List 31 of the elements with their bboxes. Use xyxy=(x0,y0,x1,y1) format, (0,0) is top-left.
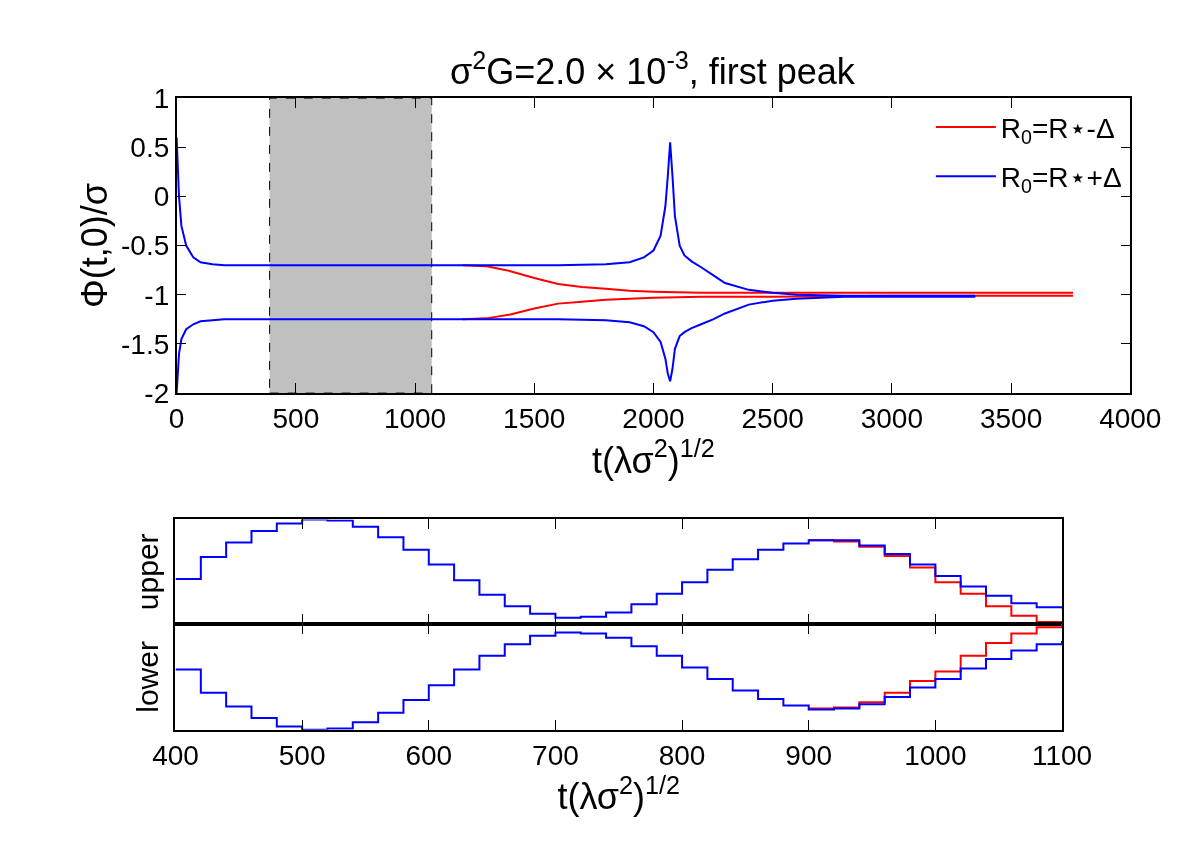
y-tick-label: 1 xyxy=(153,82,170,114)
x-tick-label: 1100 xyxy=(1031,740,1093,772)
x-tick-label: 500 xyxy=(278,740,326,772)
x-tick-label: 1000 xyxy=(383,403,447,435)
x-tick-label: 900 xyxy=(785,740,833,772)
y-tick-label: -0.5 xyxy=(121,230,170,262)
x-tick-label: 1500 xyxy=(503,403,566,435)
x-tick-label: 800 xyxy=(658,740,706,772)
y-axis-title: lower xyxy=(131,641,165,713)
y-tick-label: -1 xyxy=(144,279,170,311)
y-axis-title: Φ(t,0)/σ xyxy=(74,183,116,309)
x-tick-label: 600 xyxy=(405,740,453,772)
y-tick-label: 0 xyxy=(153,181,170,213)
legend-label: R$_{0}$=R⋆+Δ xyxy=(1000,162,1122,198)
y-axis-title: upper xyxy=(131,533,165,611)
legend-label: R$_{0}$=R⋆-Δ xyxy=(1000,112,1115,148)
chart-title: σ$^{2}$G=2.0 × 10$^{-3}$, first peak xyxy=(450,46,856,93)
x-tick-label: 700 xyxy=(532,740,579,772)
x-axis-title: t(λσ$^{2}$)$^{1/2}$ xyxy=(592,434,715,481)
x-tick-label: 2000 xyxy=(622,403,685,435)
x-tick-label: 4000 xyxy=(1099,403,1162,435)
x-tick-label: 2500 xyxy=(741,403,804,435)
y-tick-label: -2 xyxy=(144,377,170,409)
y-tick-label: -1.5 xyxy=(121,328,170,360)
y-tick-label: 0.5 xyxy=(130,132,170,164)
x-tick-label: 500 xyxy=(272,403,320,435)
x-tick-label: 3500 xyxy=(979,403,1043,435)
x-tick-label: 3000 xyxy=(860,403,924,435)
x-tick-label: 400 xyxy=(152,740,199,772)
x-tick-label: 1000 xyxy=(904,740,967,772)
x-axis-title: t(λσ$^{2}$)$^{1/2}$ xyxy=(557,771,681,818)
